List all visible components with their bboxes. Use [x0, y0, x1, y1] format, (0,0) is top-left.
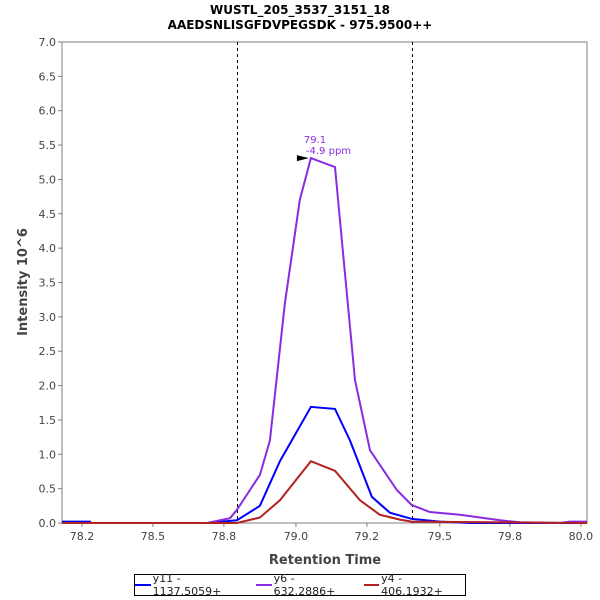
y-tick-label: 4.0	[39, 242, 57, 255]
x-axis: 78.2 78.5 78.8 79.0 79.2 79.5 79.8 80.0	[70, 523, 593, 543]
y-tick-label: 6.5	[39, 70, 57, 83]
y-tick-label: 2.0	[39, 380, 57, 393]
series-line-1	[62, 156, 587, 525]
legend-item: y4 - 406.1932+	[363, 572, 465, 598]
y-tick-label: 5.5	[39, 139, 57, 152]
x-tick-label: 79.8	[498, 530, 523, 543]
y-tick-label: 0.5	[39, 483, 57, 496]
legend-label: y11 - 1137.5059+	[152, 572, 222, 598]
chart-subtitle: AAEDSNLISGFDVPEGSDK - 975.9500++	[168, 18, 433, 32]
y-axis: 0.0 0.5 1.0 1.5 2.0 2.5 3.0 3.5 4.0 4.5 5.0 5.5 6.0 6…	[39, 36, 62, 530]
plot-area	[61, 41, 588, 524]
legend: y11 - 1137.5059+ y6 - 632.2886+ y4 - 406.1…	[134, 572, 466, 598]
annotation-rt: 79.1	[304, 135, 326, 146]
y-tick-label: 6.0	[39, 105, 57, 118]
y-tick-label: 3.5	[39, 277, 57, 290]
y-tick-label: 4.5	[39, 208, 57, 221]
legend-swatch	[135, 584, 151, 586]
y-tick-label: 2.5	[39, 345, 57, 358]
y-tick-label: 0.0	[39, 517, 57, 530]
legend-item: y11 - 1137.5059+	[135, 572, 250, 598]
legend-label: y4 - 406.1932+	[381, 572, 443, 598]
annotation-ppm: -4.9 ppm	[306, 146, 351, 157]
peak-boundaries	[237, 42, 413, 523]
x-axis-label: Retention Time	[269, 553, 381, 568]
legend-label: y6 - 632.2886+	[273, 572, 336, 598]
y-axis-label: Intensity 10^6	[16, 228, 31, 336]
x-tick-label: 80.0	[569, 530, 594, 543]
x-tick-label: 78.2	[70, 530, 95, 543]
x-tick-label: 79.0	[284, 530, 309, 543]
y-tick-label: 1.0	[39, 448, 57, 461]
x-tick-label: 79.2	[355, 530, 380, 543]
legend-item: y6 - 632.2886+	[256, 572, 357, 598]
peak-annotation: 79.1 -4.9 ppm	[296, 135, 351, 162]
series-lines	[62, 156, 588, 525]
chart-title: WUSTL_205_3537_3151_18	[210, 3, 390, 18]
legend-swatch	[256, 584, 272, 586]
x-tick-label: 78.5	[141, 530, 166, 543]
y-tick-label: 3.0	[39, 311, 57, 324]
x-tick-label: 79.5	[428, 530, 453, 543]
x-tick-label: 78.8	[212, 530, 237, 543]
series-line-2	[62, 459, 588, 524]
peak-arrow-icon	[296, 155, 309, 162]
y-tick-label: 7.0	[39, 36, 57, 49]
y-tick-label: 1.5	[39, 414, 57, 427]
legend-swatch	[363, 584, 380, 586]
y-tick-label: 5.0	[39, 173, 57, 186]
